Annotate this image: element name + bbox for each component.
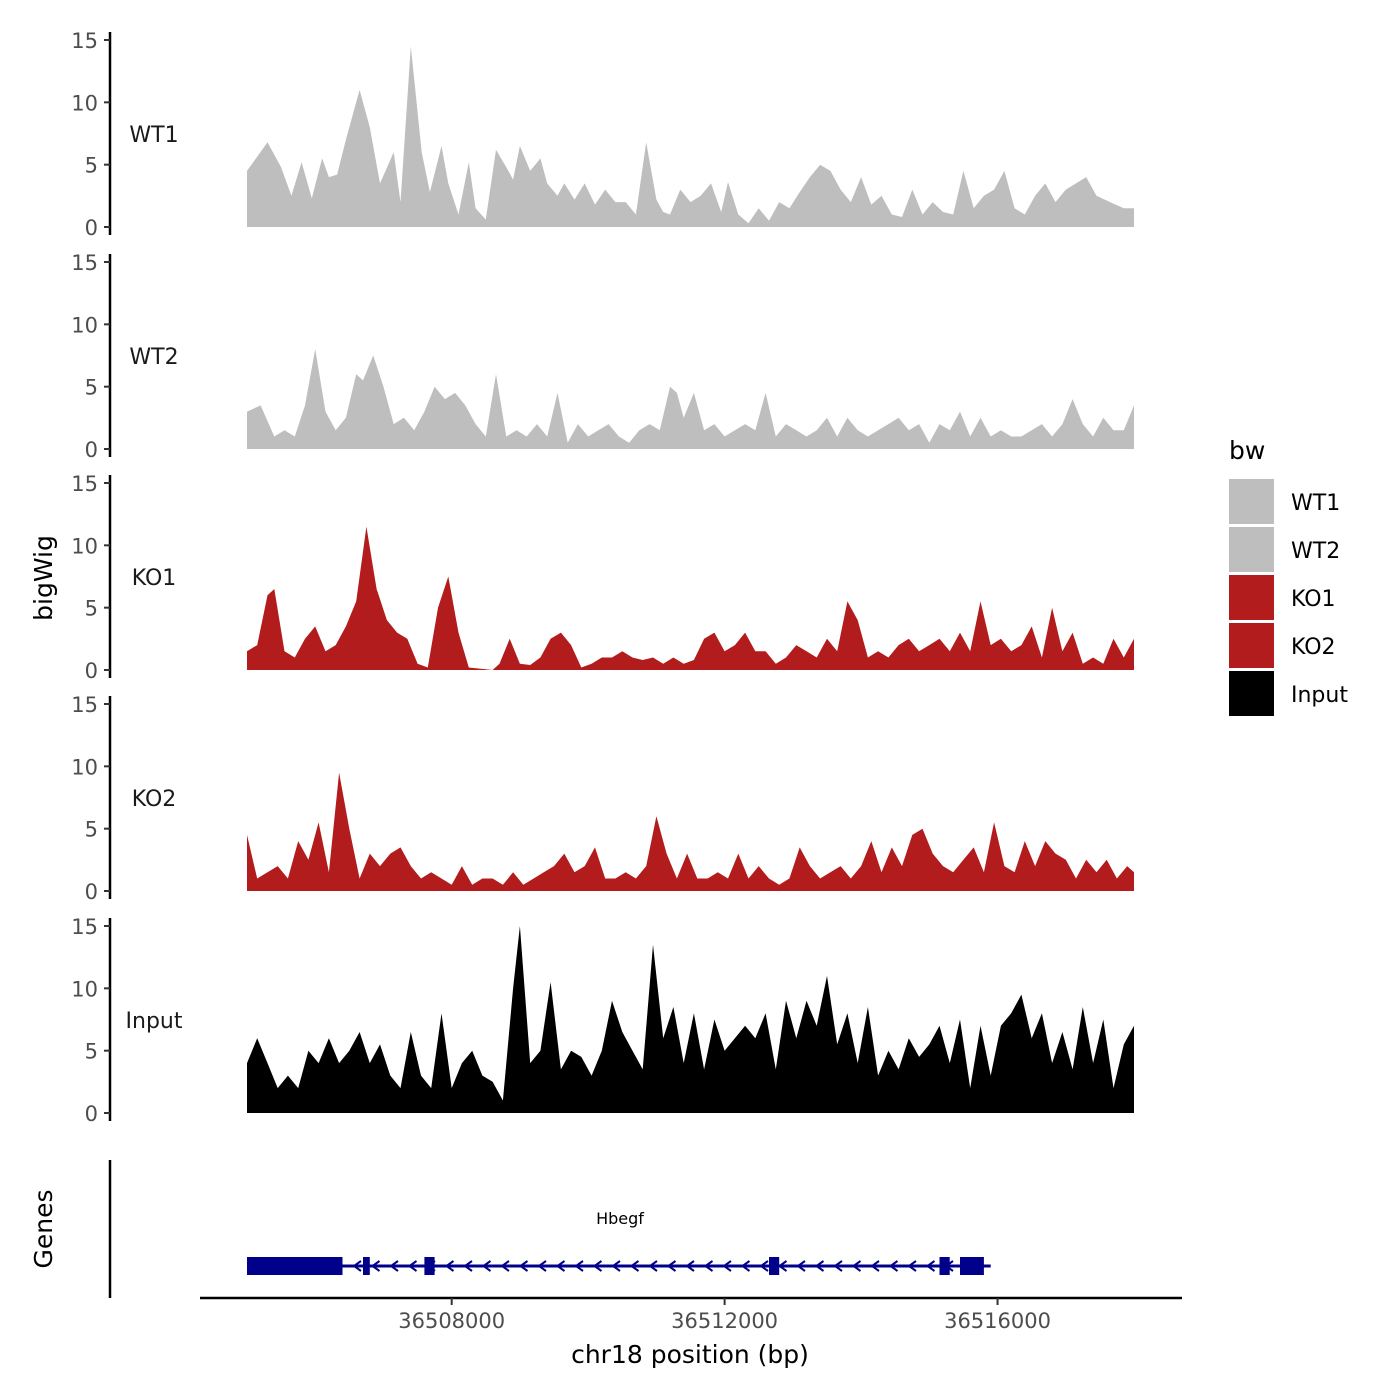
track-wt2: 0 5 10 15 WT2: [71, 251, 1134, 462]
legend-key-wt2: [1229, 527, 1274, 572]
strand-arrow: [481, 1260, 492, 1272]
y-tick-label: 10: [71, 91, 98, 115]
x-axis-title: chr18 position (bp): [571, 1340, 809, 1369]
strand-arrow: [722, 1260, 732, 1272]
strand-arrow: [629, 1260, 640, 1272]
gene-exon: [424, 1257, 435, 1275]
y-tick-label: 0: [85, 659, 98, 683]
strand-arrow: [648, 1260, 658, 1272]
track-input: 0 5 10 15 Input: [71, 915, 1134, 1126]
y-tick-label: 15: [71, 693, 98, 717]
strand-arrow: [389, 1260, 399, 1272]
y-tick-label: 0: [85, 216, 98, 240]
track-panels: 0 5 10 15 WT1 0 5 10 15 WT2 0 5 10 15 KO1 0 5 10 15 KO2 0 5 10…: [71, 29, 1134, 1126]
track-label: WT2: [129, 345, 178, 370]
y-tick-label: 5: [85, 1040, 98, 1064]
strand-arrow: [537, 1260, 547, 1272]
gene-exon: [769, 1257, 780, 1275]
y-tick-label: 10: [71, 977, 98, 1001]
legend-label: WT1: [1291, 491, 1340, 516]
gene-exon: [939, 1257, 950, 1275]
genes-axis-title: Genes: [29, 1189, 58, 1268]
track-wt1: 0 5 10 15 WT1: [71, 29, 1134, 240]
y-tick-label: 15: [71, 472, 98, 496]
legend: bw WT1 WT2 KO1 KO2 Input: [1229, 436, 1348, 716]
track-area-wt2: [247, 349, 1134, 449]
strand-arrow: [407, 1260, 418, 1272]
y-tick-label: 0: [85, 438, 98, 462]
legend-key-ko1: [1229, 575, 1274, 620]
gene-name-label: Hbegf: [596, 1209, 644, 1228]
y-tick-label: 5: [85, 376, 98, 400]
y-tick-label: 10: [71, 755, 98, 779]
x-axis: 36508000 36512000 36516000: [200, 1296, 1182, 1333]
x-tick-label: 36516000: [944, 1309, 1051, 1333]
y-tick-label: 5: [85, 597, 98, 621]
strand-arrow: [796, 1260, 806, 1272]
y-tick-label: 15: [71, 915, 98, 939]
y-tick-label: 15: [71, 29, 98, 53]
legend-label: Input: [1291, 683, 1348, 708]
y-tick-label: 15: [71, 251, 98, 275]
y-tick-label: 10: [71, 313, 98, 337]
track-ko2: 0 5 10 15 KO2: [71, 693, 1134, 904]
strand-arrow: [759, 1260, 769, 1272]
y-tick-label: 5: [85, 818, 98, 842]
y-tick-label: 0: [85, 880, 98, 904]
track-area-ko1: [247, 526, 1134, 670]
legend-key-ko2: [1229, 623, 1274, 668]
strand-arrow: [925, 1260, 936, 1272]
strand-arrow: [352, 1260, 362, 1272]
legend-label: KO2: [1291, 635, 1336, 660]
strand-arrow: [518, 1260, 529, 1272]
strand-arrow: [777, 1260, 788, 1272]
strand-arrow: [370, 1260, 381, 1272]
y-tick-label: 0: [85, 1102, 98, 1126]
gene-exon: [247, 1257, 343, 1275]
legend-key-wt1: [1229, 479, 1274, 524]
legend-key-input: [1229, 671, 1274, 716]
y-tick-label: 5: [85, 154, 98, 178]
track-label: Input: [126, 1009, 183, 1034]
strand-arrow: [870, 1260, 880, 1272]
strand-arrow: [500, 1260, 510, 1272]
strand-arrow: [851, 1260, 862, 1272]
strand-arrow: [740, 1260, 751, 1272]
legend-title: bw: [1229, 436, 1265, 465]
x-tick-label: 36512000: [671, 1309, 778, 1333]
track-area-wt1: [247, 46, 1134, 228]
strand-arrow: [555, 1260, 566, 1272]
strand-arrow: [833, 1260, 843, 1272]
gene-exon: [363, 1257, 370, 1275]
gene-exon: [960, 1257, 984, 1275]
y-axis-title: bigWig: [29, 535, 58, 621]
genes-panel: Genes Hbegf: [29, 1160, 991, 1298]
y-tick-label: 10: [71, 534, 98, 558]
legend-label: WT2: [1291, 539, 1340, 564]
strand-arrow: [685, 1260, 695, 1272]
strand-arrow: [444, 1260, 455, 1272]
track-area-ko2: [247, 772, 1134, 891]
strand-arrow: [907, 1260, 917, 1272]
track-label: WT1: [129, 123, 178, 148]
strand-arrow: [611, 1260, 621, 1272]
strand-arrow: [592, 1260, 603, 1272]
legend-label: KO1: [1291, 587, 1336, 612]
x-tick-label: 36508000: [398, 1309, 505, 1333]
track-ko1: 0 5 10 15 KO1: [71, 472, 1134, 683]
track-label: KO1: [132, 566, 177, 591]
strand-arrow: [574, 1260, 584, 1272]
strand-arrow: [463, 1260, 473, 1272]
strand-arrow: [666, 1260, 677, 1272]
strand-arrow: [888, 1260, 899, 1272]
strand-arrow: [703, 1260, 714, 1272]
track-label: KO2: [132, 787, 177, 812]
strand-arrow: [814, 1260, 825, 1272]
track-area-input: [247, 926, 1134, 1113]
